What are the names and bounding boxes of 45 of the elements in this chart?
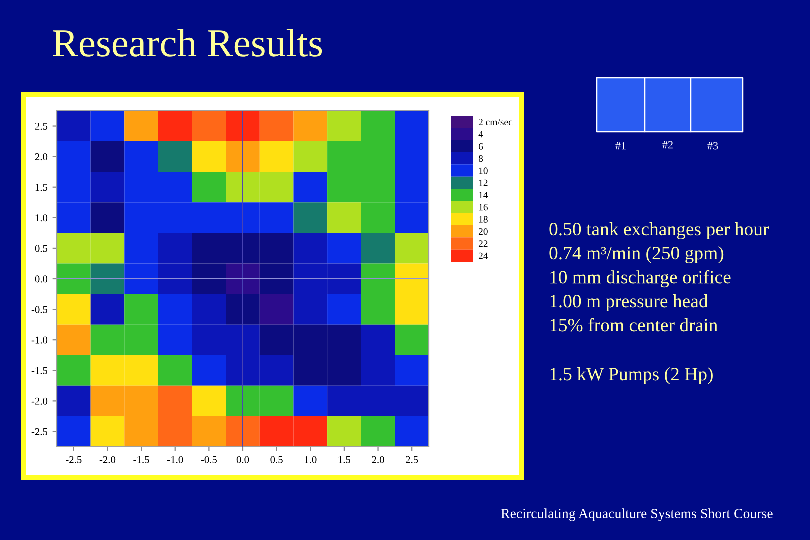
x-tick-label: 1.5 bbox=[338, 456, 351, 464]
x-tick-label: 0.0 bbox=[236, 456, 250, 464]
text: 0.50 tank exchanges per hour bbox=[550, 222, 770, 240]
color-bar-label: 20 bbox=[478, 228, 488, 236]
y-tick-label: -0.5 bbox=[32, 306, 48, 314]
color-bar-label: 14 bbox=[479, 192, 488, 198]
chart-title: Research Results bbox=[53, 29, 322, 57]
text: #2 bbox=[662, 141, 673, 149]
color-bar-label: 4 bbox=[478, 131, 484, 138]
text: 1.00 m pressure head bbox=[550, 294, 708, 312]
color-bar-label: 2 cm/sec bbox=[478, 119, 513, 126]
color-bar-label: 16 bbox=[479, 204, 488, 211]
y-tick-label: 2.5 bbox=[35, 122, 48, 130]
x-tick-label: -2.5 bbox=[66, 456, 82, 464]
x-tick-label: 2.5 bbox=[406, 456, 418, 464]
color-bar-label: 6 bbox=[478, 143, 484, 150]
y-tick-label: -1.0 bbox=[32, 336, 48, 344]
color-bar-label: 8 bbox=[478, 155, 484, 162]
x-tick-label: -0.5 bbox=[201, 456, 218, 464]
color-bar-label: 24 bbox=[478, 252, 488, 260]
x-tick-label: -1.5 bbox=[134, 456, 150, 464]
color-bar-label: 12 bbox=[479, 180, 488, 186]
x-tick-label: -1.0 bbox=[168, 456, 184, 464]
text: Recirculating Aquaculture Systems Short Course bbox=[501, 508, 773, 522]
y-tick-label: -2.5 bbox=[32, 428, 48, 436]
text: #3 bbox=[708, 142, 718, 150]
x-tick-label: 1.0 bbox=[305, 456, 317, 464]
y-tick-label: 2.0 bbox=[35, 154, 48, 161]
text: 10 mm discharge orifice bbox=[550, 270, 731, 288]
color-bar-label: 18 bbox=[479, 216, 488, 223]
y-tick-label: -2.0 bbox=[32, 398, 48, 405]
y-tick-label: 0.5 bbox=[35, 245, 48, 252]
y-tick-label: -1.5 bbox=[32, 367, 48, 374]
text: 1.5 kW Pumps (2 Hp) bbox=[550, 368, 713, 384]
color-bar-label: 10 bbox=[479, 168, 488, 174]
y-tick-label: 1.0 bbox=[36, 214, 48, 222]
x-tick-label: 2.0 bbox=[372, 456, 384, 464]
x-tick-label: 0.5 bbox=[270, 456, 283, 464]
color-bar-label: 22 bbox=[478, 240, 488, 248]
text: #1 bbox=[616, 142, 626, 150]
text: 15% from center drain bbox=[550, 318, 718, 332]
text: 0.74 m³/min (250 gpm) bbox=[550, 246, 724, 264]
y-tick-label: 0.0 bbox=[35, 276, 48, 283]
x-tick-label: -2.0 bbox=[100, 456, 116, 464]
y-tick-label: 1.5 bbox=[36, 184, 48, 192]
